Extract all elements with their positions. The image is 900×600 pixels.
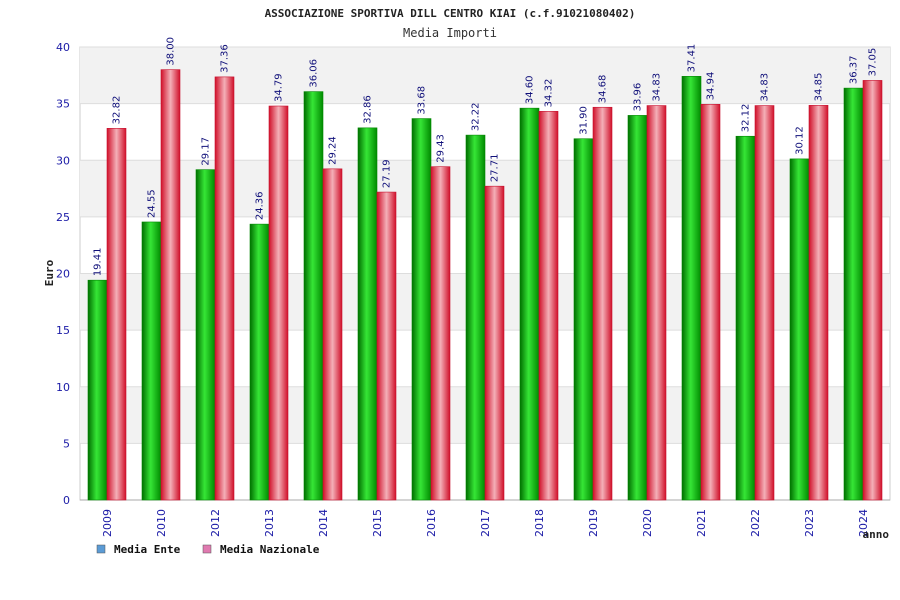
data-label: 34.68 — [598, 75, 609, 104]
bar-media-nazionale-2017 — [484, 185, 505, 501]
bar-media-ente-2018 — [519, 107, 540, 501]
bar-media-nazionale-2015 — [376, 191, 397, 501]
bar-media-nazionale-2023 — [808, 105, 829, 501]
bars: 19.41 32.82 24.55 38.00 29.17 37.36 24.36 34.79… — [87, 37, 883, 501]
x-tick-label: 2015 — [371, 509, 384, 537]
x-axis-ticks: 2009 2010 2012 2013 2014 2015 2016 2017 2018 2019… — [101, 509, 870, 537]
data-label: 34.83 — [652, 73, 663, 102]
data-label: 32.12 — [741, 104, 752, 133]
data-label: 32.22 — [471, 102, 482, 131]
x-tick-label: 2016 — [425, 509, 438, 537]
data-label: 34.85 — [814, 73, 825, 102]
legend-label: Media Ente — [114, 543, 181, 556]
y-tick-label: 10 — [56, 381, 70, 394]
data-label: 37.05 — [868, 48, 879, 77]
data-label: 29.17 — [201, 137, 212, 166]
y-tick-label: 5 — [63, 437, 70, 450]
data-label: 34.60 — [525, 76, 536, 105]
bar-media-ente-2019 — [573, 138, 594, 501]
bar-media-ente-2009 — [87, 279, 108, 501]
x-tick-label: 2013 — [263, 509, 276, 537]
data-label: 34.32 — [544, 79, 555, 108]
bar-media-ente-2023 — [789, 158, 810, 501]
x-tick-label: 2021 — [695, 509, 708, 537]
x-axis-label: anno — [863, 528, 890, 541]
bar-media-ente-2021 — [681, 76, 702, 501]
legend-label: Media Nazionale — [220, 543, 320, 556]
data-label: 33.68 — [417, 86, 428, 115]
data-label: 34.83 — [760, 73, 771, 102]
y-tick-label: 15 — [56, 324, 70, 337]
bar-media-nazionale-2009 — [106, 128, 127, 501]
legend-swatch — [96, 544, 106, 554]
bar-media-ente-2022 — [735, 135, 756, 501]
data-label: 27.19 — [382, 159, 393, 188]
y-tick-label: 0 — [63, 494, 70, 507]
bar-media-ente-2012 — [195, 169, 216, 501]
data-label: 19.41 — [93, 248, 104, 277]
bar-media-ente-2024 — [843, 87, 864, 501]
y-tick-label: 40 — [56, 41, 70, 54]
bar-media-ente-2020 — [627, 115, 648, 501]
data-label: 37.36 — [220, 44, 231, 73]
y-tick-label: 25 — [56, 211, 70, 224]
bar-media-ente-2015 — [357, 127, 378, 501]
x-tick-label: 2020 — [641, 509, 654, 537]
bar-media-nazionale-2021 — [700, 104, 721, 501]
legend-swatch — [202, 544, 212, 554]
bar-media-ente-2014 — [303, 91, 324, 501]
chart-title: ASSOCIAZIONE SPORTIVA DILL CENTRO KIAI (… — [265, 7, 636, 20]
bar-media-nazionale-2014 — [322, 168, 343, 501]
bar-media-ente-2013 — [249, 223, 270, 501]
x-tick-label: 2018 — [533, 509, 546, 537]
data-label: 36.06 — [309, 59, 320, 88]
y-tick-label: 20 — [56, 268, 70, 281]
data-label: 29.43 — [436, 134, 447, 163]
x-tick-label: 2024 — [857, 509, 870, 537]
y-axis-label: Euro — [43, 259, 56, 286]
data-label: 31.90 — [579, 106, 590, 135]
data-label: 24.36 — [255, 191, 266, 220]
x-tick-label: 2009 — [101, 509, 114, 537]
y-tick-label: 30 — [56, 154, 70, 167]
data-label: 34.94 — [706, 72, 717, 101]
x-tick-label: 2023 — [803, 509, 816, 537]
x-tick-label: 2012 — [209, 509, 222, 537]
bar-media-nazionale-2010 — [160, 69, 181, 501]
bar-media-ente-2017 — [465, 134, 486, 501]
data-label: 30.12 — [795, 126, 806, 155]
x-tick-label: 2014 — [317, 509, 330, 537]
data-label: 33.96 — [633, 83, 644, 112]
bar-media-ente-2010 — [141, 221, 162, 501]
data-label: 29.24 — [328, 136, 339, 165]
data-label: 24.55 — [147, 189, 158, 218]
x-tick-label: 2017 — [479, 509, 492, 537]
bar-media-nazionale-2022 — [754, 105, 775, 501]
bar-media-nazionale-2012 — [214, 76, 235, 501]
data-label: 37.41 — [687, 44, 698, 73]
data-label: 36.37 — [849, 55, 860, 84]
bar-media-nazionale-2024 — [862, 80, 883, 501]
data-label: 38.00 — [166, 37, 177, 66]
x-tick-label: 2022 — [749, 509, 762, 537]
bar-media-nazionale-2018 — [538, 111, 559, 501]
y-tick-label: 35 — [56, 98, 70, 111]
bar-media-nazionale-2019 — [592, 106, 613, 501]
bar-media-nazionale-2013 — [268, 105, 289, 501]
chart-subtitle: Media Importi — [403, 26, 497, 40]
bar-media-nazionale-2020 — [646, 105, 667, 501]
data-label: 34.79 — [274, 73, 285, 102]
legend: Media Ente Media Nazionale — [96, 543, 320, 556]
data-label: 27.71 — [490, 154, 501, 183]
data-label: 32.82 — [112, 96, 123, 125]
bar-media-nazionale-2016 — [430, 166, 451, 501]
y-axis-ticks: 0 5 10 15 20 25 30 35 40 — [56, 41, 70, 507]
data-label: 32.86 — [363, 95, 374, 124]
x-tick-label: 2010 — [155, 509, 168, 537]
bar-media-ente-2016 — [411, 118, 432, 501]
x-tick-label: 2019 — [587, 509, 600, 537]
